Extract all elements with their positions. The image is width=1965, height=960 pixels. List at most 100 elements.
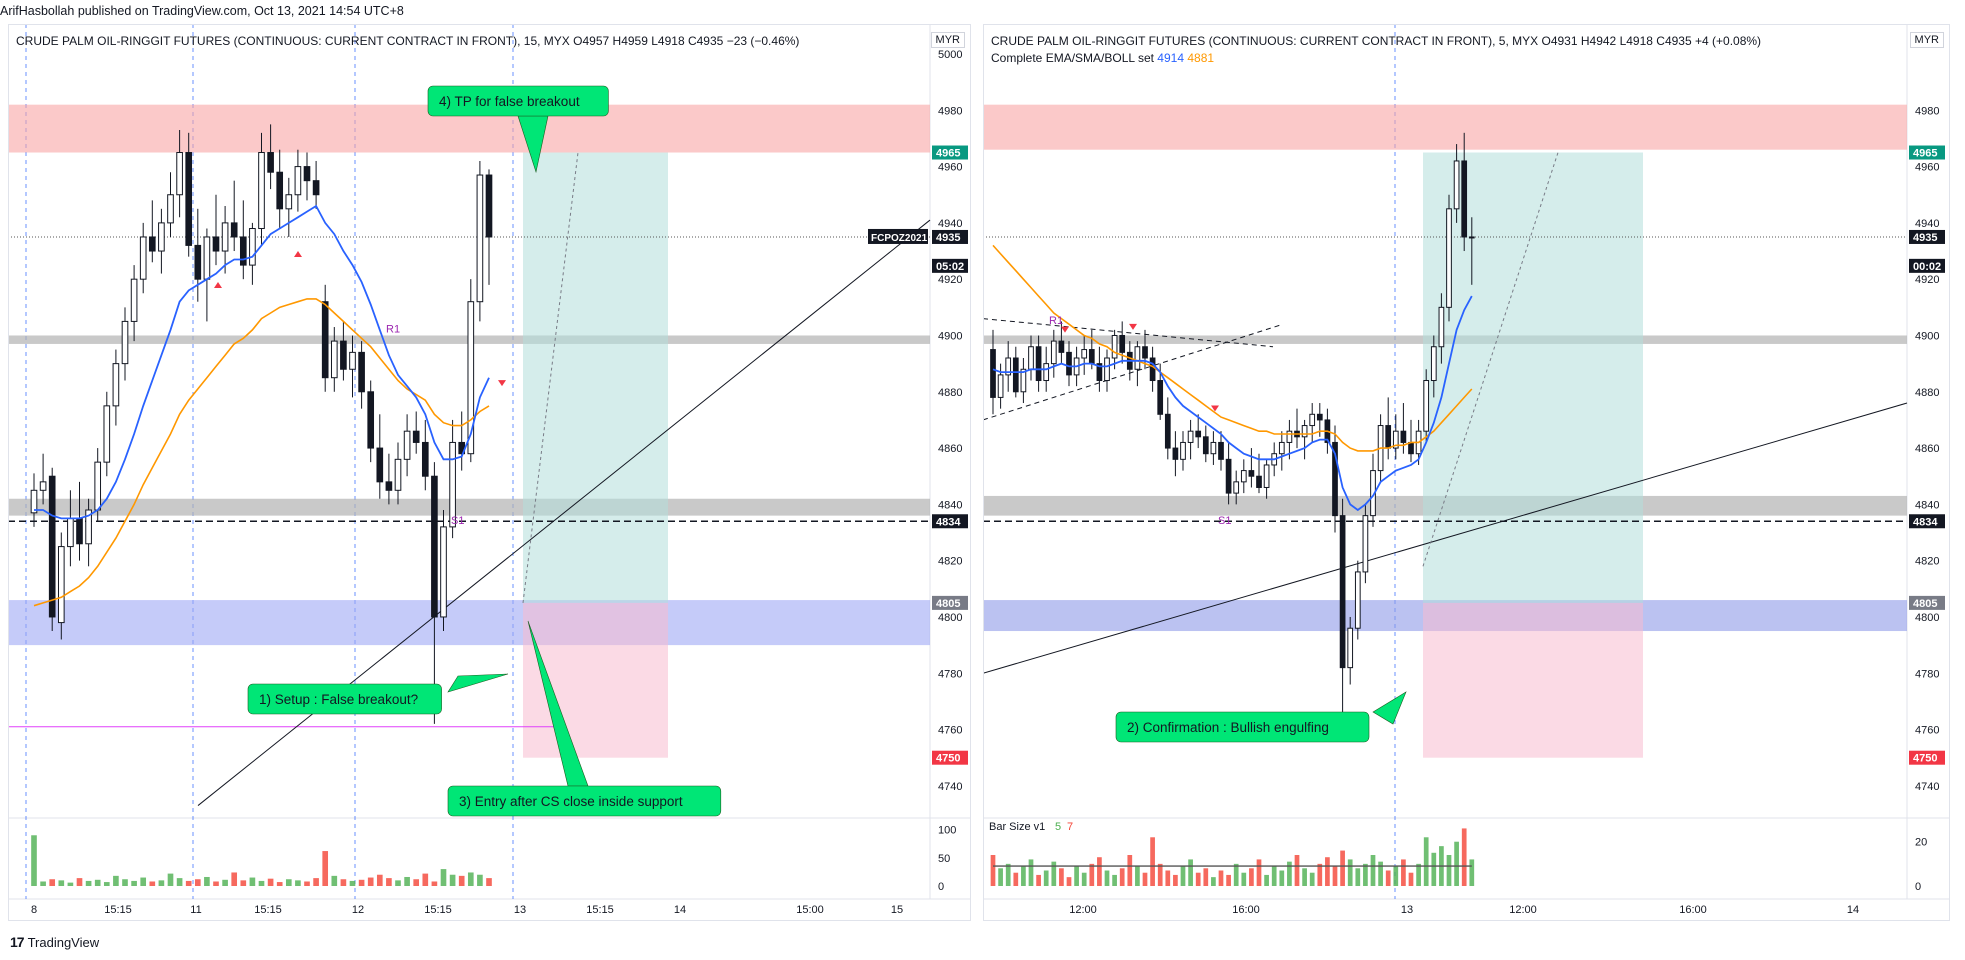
volume-bar [1097, 857, 1102, 886]
volume-bar [1469, 859, 1475, 886]
signal-arrow-icon [1061, 326, 1069, 333]
volume-bar [1287, 861, 1292, 886]
signal-arrow-icon [1129, 323, 1137, 330]
volume-bar [295, 880, 301, 886]
volume-bar [285, 879, 292, 886]
candle-body [997, 374, 1004, 398]
volume-bar [1309, 872, 1315, 886]
time-tick: 15 [891, 904, 903, 916]
candle-body [1210, 441, 1217, 455]
volume-bar [40, 881, 46, 886]
chart-panel-15m[interactable]: R1 S1 5000 4980 4960 4940 4920 4900 4880 4860 4840… [8, 24, 971, 921]
candle-body [485, 174, 493, 238]
ema-line [992, 295, 1473, 512]
candle-body [158, 222, 165, 252]
candle [476, 160, 484, 322]
candle-body [94, 461, 102, 511]
candle-body [1050, 340, 1057, 365]
price-badge-text: 05:02 [936, 261, 964, 273]
candle [412, 411, 420, 454]
currency-button-5m[interactable]: MYR [1909, 32, 1944, 48]
sma-line [992, 244, 1473, 452]
candle-body [148, 236, 156, 252]
tradingview-logo-icon: 17 [10, 934, 25, 950]
time-tick: 16:00 [1679, 904, 1707, 916]
volume-bar [1066, 877, 1072, 886]
candle [485, 169, 493, 285]
volume-bar [131, 880, 137, 886]
candle [1347, 616, 1354, 685]
price-tick: 4880 [1915, 387, 1939, 399]
candle-body [1202, 436, 1209, 455]
volume-bar [1135, 866, 1140, 886]
chart-15m-svg[interactable]: R1 S1 5000 4980 4960 4940 4920 4900 4880 4860 4840… [8, 24, 971, 921]
volume-bar [1157, 863, 1163, 886]
candle [1066, 341, 1072, 387]
ema-line [34, 204, 490, 520]
volume-tick: 100 [938, 825, 956, 837]
price-tick: 4980 [1915, 105, 1939, 117]
price-tick: 4980 [938, 105, 962, 117]
time-tick: 11 [190, 904, 201, 916]
indicator-legend-5m[interactable]: Complete EMA/SMA/BOLL set 4914 4881 [991, 51, 1214, 65]
candle-body [194, 244, 202, 280]
candle [1263, 459, 1270, 499]
candle [1058, 321, 1065, 364]
volume-bar [477, 874, 483, 886]
time-tick: 15:15 [586, 904, 614, 916]
currency-button-15m[interactable]: MYR [930, 32, 965, 48]
chart-panel-5m[interactable]: R1 S1 4980 4960 4940 4920 4900 4880 4860 4840 4820… [983, 24, 1950, 921]
volume-title: Bar Size v1 [989, 821, 1045, 833]
volume-bar [1325, 857, 1330, 886]
volume-bar [1218, 870, 1224, 886]
volume-bar [1165, 870, 1171, 886]
ohlc-change-5m: +4 (+0.08%) [1695, 34, 1762, 48]
volume-bar [1431, 852, 1437, 886]
candle-body [1385, 425, 1392, 449]
candle [249, 222, 256, 285]
candle-body [1088, 349, 1095, 365]
candle-body [349, 351, 356, 370]
candle-body [1172, 447, 1179, 460]
volume-bar [395, 880, 401, 886]
candle-body [1354, 571, 1361, 629]
indicator-ema-value: 4914 [1157, 51, 1184, 65]
candle [167, 172, 174, 237]
candle-body [1020, 368, 1027, 393]
candle [1354, 560, 1361, 640]
candle [57, 532, 65, 640]
candle [349, 335, 356, 398]
candle-body [1225, 458, 1232, 494]
volume-bar [458, 875, 465, 886]
candle [1430, 335, 1437, 398]
candle [158, 208, 165, 274]
signal-arrow-icon [294, 251, 302, 258]
volume-bar [1104, 870, 1110, 886]
candle [239, 200, 247, 280]
footer[interactable]: 17 TradingView [10, 934, 99, 950]
candle [1408, 419, 1414, 463]
time-tick: 15:15 [104, 904, 132, 916]
volume-bar [231, 872, 238, 886]
time-tick: 16:00 [1232, 904, 1260, 916]
volume-bar [1279, 870, 1285, 886]
candle-body [1362, 515, 1369, 573]
candle [385, 453, 393, 505]
candle-body [440, 526, 447, 618]
price-badge-text: 4935 [936, 232, 960, 244]
volume-bar [76, 878, 83, 886]
volume-bar [358, 879, 365, 886]
candle [340, 321, 347, 381]
candle [76, 481, 83, 561]
volume-bar [1294, 855, 1300, 886]
time-tick: 8 [31, 904, 37, 916]
volume-bar [122, 879, 128, 886]
candle-body [221, 222, 229, 252]
price-tick: 4900 [1915, 330, 1939, 342]
price-tick: 4860 [938, 443, 962, 455]
chart-5m-svg[interactable]: R1 S1 4980 4960 4940 4920 4900 4880 4860 4840 4820… [983, 24, 1950, 921]
candle [1294, 408, 1300, 449]
candle [431, 462, 438, 724]
candle [394, 442, 402, 505]
position-box-1 [1423, 602, 1643, 758]
